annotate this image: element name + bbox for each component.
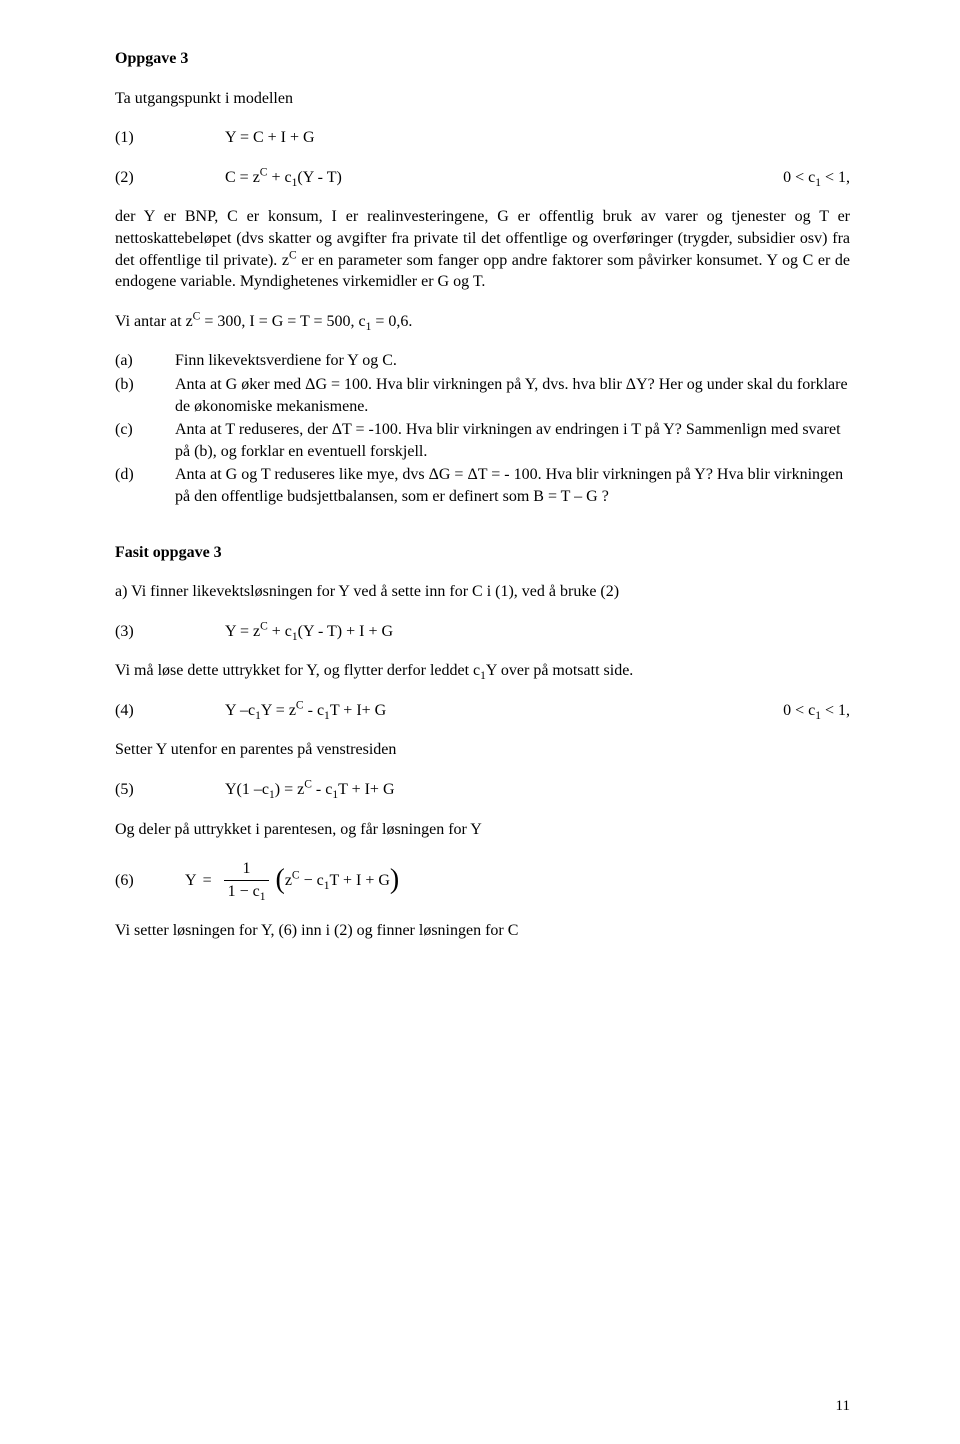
eq3-expr: Y = zC + c1(Y - T) + I + G xyxy=(225,621,850,643)
eq1-label: (1) xyxy=(115,127,225,149)
paragraph-divide: Og deler på uttrykket i parentesen, og f… xyxy=(115,819,850,841)
paragraph-model-description: der Y er BNP, C er konsum, I er realinve… xyxy=(115,206,850,292)
sub-c-key: (c) xyxy=(115,419,175,462)
intro-text: Ta utgangspunkt i modellen xyxy=(115,88,850,110)
sub-c-text: Anta at T reduseres, der ΔT = -100. Hva … xyxy=(175,419,850,462)
heading-fasit: Fasit oppgave 3 xyxy=(115,542,850,564)
fasit-a-intro: a) Vi finner likevektsløsningen for Y ve… xyxy=(115,581,850,603)
equation-2: (2) C = zC + c1(Y - T) 0 < c1 < 1, xyxy=(115,167,850,189)
equation-1: (1) Y = C + I + G xyxy=(115,127,850,149)
equation-6: (6) Y = 1 1 − c1 ( zC − c1T + I + G ) xyxy=(115,858,850,902)
eq6-lhs: Y xyxy=(185,870,197,892)
subquestion-b: (b) Anta at G øker med ΔG = 100. Hva bli… xyxy=(163,374,850,417)
eq2-label: (2) xyxy=(115,167,225,189)
eq5-expr: Y(1 –c1) = zC - c1T + I+ G xyxy=(225,779,850,801)
eq6-paren-inner: zC − c1T + I + G xyxy=(285,870,390,892)
eq6-expr: Y = 1 1 − c1 ( zC − c1T + I + G ) xyxy=(185,858,399,902)
sub-a-key: (a) xyxy=(115,350,175,372)
paragraph-assumptions: Vi antar at zC = 300, I = G = T = 500, c… xyxy=(115,311,850,333)
eq1-expr: Y = C + I + G xyxy=(225,127,850,149)
sub-a-text: Finn likevektsverdiene for Y og C. xyxy=(175,350,850,372)
equation-3: (3) Y = zC + c1(Y - T) + I + G xyxy=(115,621,850,643)
sub-b-key: (b) xyxy=(115,374,175,417)
eq2-expr: C = zC + c1(Y - T) xyxy=(225,167,633,189)
eq4-expr: Y –c1Y = zC - c1T + I+ G xyxy=(225,700,671,722)
eq6-label: (6) xyxy=(115,870,185,892)
eq4-label: (4) xyxy=(115,700,225,722)
eq6-denominator: 1 − c1 xyxy=(224,881,270,903)
eq3-label: (3) xyxy=(115,621,225,643)
eq5-label: (5) xyxy=(115,779,225,801)
paragraph-insert-solution: Vi setter løsningen for Y, (6) inn i (2)… xyxy=(115,920,850,942)
sub-b-text: Anta at G øker med ΔG = 100. Hva blir vi… xyxy=(175,374,850,417)
subquestion-list: (a) Finn likevektsverdiene for Y og C. (… xyxy=(115,350,850,507)
eq6-numerator: 1 xyxy=(224,858,270,881)
eq4-cond: 0 < c1 < 1, xyxy=(783,700,850,722)
eq6-eq-sign: = xyxy=(203,870,212,892)
eq2-cond: 0 < c1 < 1, xyxy=(783,167,850,189)
sub-d-key: (d) xyxy=(115,464,175,507)
page-number: 11 xyxy=(836,1396,850,1416)
paragraph-move-term: Vi må løse dette uttrykket for Y, og fly… xyxy=(115,660,850,682)
subquestion-c: (c) Anta at T reduseres, der ΔT = -100. … xyxy=(163,419,850,462)
heading-oppgave: Oppgave 3 xyxy=(115,48,850,70)
eq6-fraction: 1 1 − c1 xyxy=(224,858,270,902)
paragraph-factor-out: Setter Y utenfor en parentes på venstres… xyxy=(115,739,850,761)
equation-5: (5) Y(1 –c1) = zC - c1T + I+ G xyxy=(115,779,850,801)
sub-d-text: Anta at G og T reduseres like mye, dvs Δ… xyxy=(175,464,850,507)
subquestion-a: (a) Finn likevektsverdiene for Y og C. xyxy=(163,350,850,372)
equation-4: (4) Y –c1Y = zC - c1T + I+ G 0 < c1 < 1, xyxy=(115,700,850,722)
subquestion-d: (d) Anta at G og T reduseres like mye, d… xyxy=(163,464,850,507)
